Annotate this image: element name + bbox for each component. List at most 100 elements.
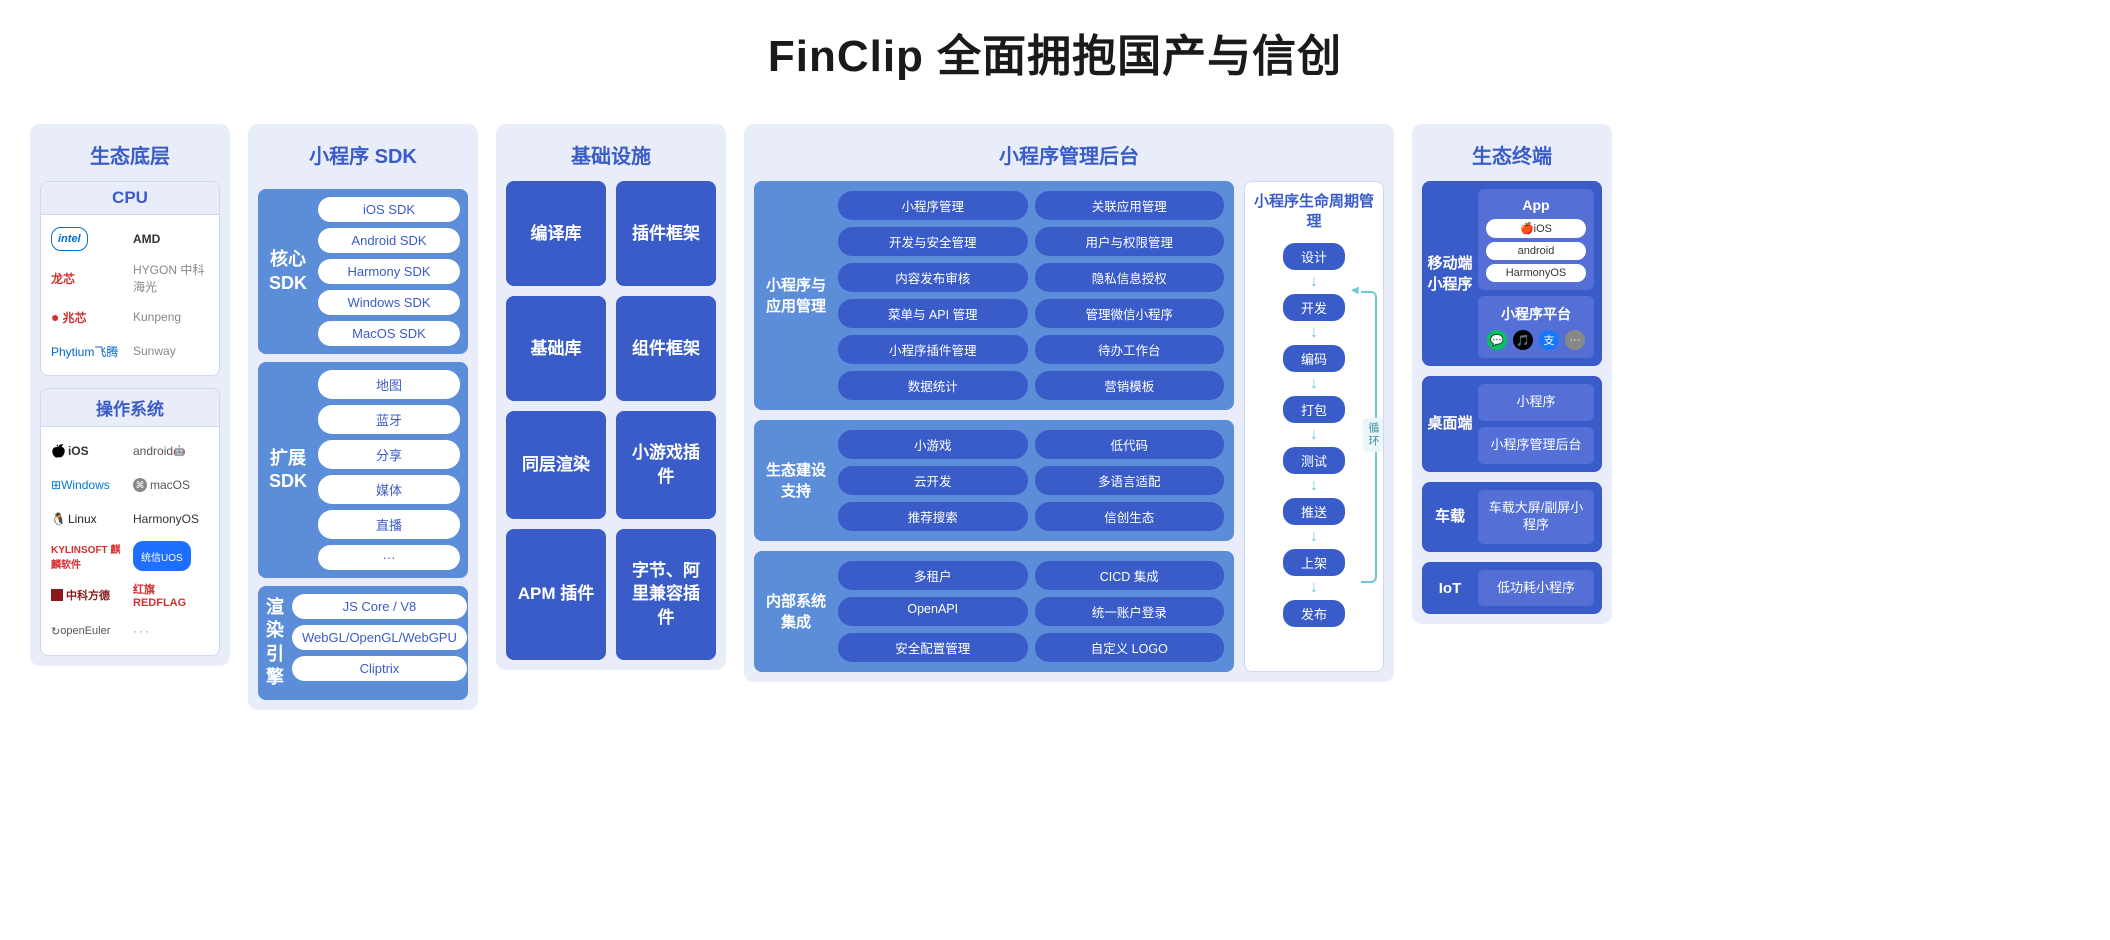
sdk-core-item-3: Windows SDK bbox=[318, 290, 460, 315]
mgmt-app-item-10: 数据统计 bbox=[838, 371, 1028, 400]
term-desktop-label: 桌面端 bbox=[1422, 376, 1478, 472]
mgmt-sys-block: 内部系统集成 多租户CICD 集成OpenAPI统一账户登录安全配置管理自定义 … bbox=[754, 551, 1234, 672]
logo-intel: intel bbox=[51, 227, 88, 251]
mgmt-app-item-9: 待办工作台 bbox=[1035, 335, 1225, 364]
sdk-core-item-4: MacOS SDK bbox=[318, 321, 460, 346]
diagram-columns: 生态底层 CPU intel AMD 龙芯 HYGON 中科海光 兆芯 Kunp… bbox=[30, 124, 2080, 710]
os-pill-ios: 🍎iOS bbox=[1486, 219, 1586, 238]
mgmt-sys-label: 内部系统集成 bbox=[764, 561, 828, 662]
col-mgmt: 小程序管理后台 小程序与应用管理 小程序管理关联应用管理开发与安全管理用户与权限… bbox=[744, 124, 1394, 682]
mgmt-sys-item-1: CICD 集成 bbox=[1035, 561, 1225, 590]
mgmt-sys-item-5: 自定义 LOGO bbox=[1035, 633, 1225, 662]
sdk-render-label: 渲染引擎 bbox=[258, 586, 292, 700]
sdk-render-item-2: Cliptrix bbox=[292, 656, 467, 681]
alipay-icon: 支 bbox=[1539, 330, 1559, 350]
sdk-ext-item-1: 蓝牙 bbox=[318, 405, 460, 434]
os-pill-harmony: HarmonyOS bbox=[1486, 264, 1586, 282]
infra-box-1: 插件框架 bbox=[616, 181, 716, 286]
term-desktop-block: 桌面端 小程序小程序管理后台 bbox=[1422, 376, 1602, 472]
infra-box-5: 小游戏插件 bbox=[616, 411, 716, 519]
term-car-item-0: 车载大屏/副屏小程序 bbox=[1478, 490, 1594, 544]
mgmt-sys-item-0: 多租户 bbox=[838, 561, 1028, 590]
term-mobile-label: 移动端小程序 bbox=[1422, 181, 1478, 366]
logo-windows: Windows bbox=[51, 473, 127, 497]
logo-sunway: Sunway bbox=[133, 339, 209, 363]
tiktok-icon: 🎵 bbox=[1513, 330, 1533, 350]
logo-more: ··· bbox=[133, 619, 209, 643]
mgmt-eco-item-5: 信创生态 bbox=[1035, 502, 1225, 531]
logo-ios: iOS bbox=[51, 439, 127, 463]
infra-box-3: 组件框架 bbox=[616, 296, 716, 401]
sdk-render-item-1: WebGL/OpenGL/WebGPU bbox=[292, 625, 467, 650]
lifecycle-panel: 小程序生命周期管理 循环 设计↓开发↓编码↓打包↓测试↓推送↓上架↓发布 bbox=[1244, 181, 1384, 672]
sdk-ext-item-2: 分享 bbox=[318, 440, 460, 469]
mgmt-app-item-8: 小程序插件管理 bbox=[838, 335, 1028, 364]
lifecycle-arrow-0: ↓ bbox=[1310, 274, 1318, 290]
logo-harmonyos: HarmonyOS bbox=[133, 507, 209, 531]
infra-box-4: 同层渲染 bbox=[506, 411, 606, 519]
sdk-ext-item-5: ··· bbox=[318, 545, 460, 570]
col-sdk: 小程序 SDK 核心 SDK iOS SDKAndroid SDKHarmony… bbox=[248, 124, 478, 710]
wechat-icon: 💬 bbox=[1487, 330, 1507, 350]
lifecycle-arrow-4: ↓ bbox=[1310, 478, 1318, 494]
term-iot-label: IoT bbox=[1422, 562, 1478, 615]
col2-header: 小程序 SDK bbox=[258, 134, 468, 181]
mgmt-app-item-6: 菜单与 API 管理 bbox=[838, 299, 1028, 328]
logo-android: android bbox=[133, 439, 209, 463]
col-terminal: 生态终端 移动端小程序 App 🍎iOS android HarmonyOS 小… bbox=[1412, 124, 1612, 624]
lifecycle-step-4: 测试 bbox=[1283, 447, 1345, 474]
mgmt-sys-item-4: 安全配置管理 bbox=[838, 633, 1028, 662]
os-card: 操作系统 iOS android Windows macOS Linux Har… bbox=[40, 388, 220, 656]
term-app-title: App bbox=[1486, 197, 1586, 213]
lifecycle-step-6: 上架 bbox=[1283, 549, 1345, 576]
page-title: FinClip 全面拥抱国产与信创 bbox=[30, 20, 2080, 84]
sdk-ext-block: 扩展 SDK 地图蓝牙分享媒体直播··· bbox=[258, 362, 468, 578]
mgmt-eco-item-1: 低代码 bbox=[1035, 430, 1225, 459]
term-car-block: 车载 车载大屏/副屏小程序 bbox=[1422, 482, 1602, 552]
logo-zhaoxin: 兆芯 bbox=[51, 305, 127, 329]
lifecycle-step-7: 发布 bbox=[1283, 600, 1345, 627]
lifecycle-arrow-1: ↓ bbox=[1310, 325, 1318, 341]
infra-box-2: 基础库 bbox=[506, 296, 606, 401]
mgmt-app-item-5: 隐私信息授权 bbox=[1035, 263, 1225, 292]
term-iot-block: IoT 低功耗小程序 bbox=[1422, 562, 1602, 615]
infra-box-0: 编译库 bbox=[506, 181, 606, 286]
logo-loongson: 龙芯 bbox=[51, 261, 127, 295]
logo-uos: 统信UOS bbox=[133, 541, 191, 571]
sdk-core-block: 核心 SDK iOS SDKAndroid SDKHarmony SDKWind… bbox=[258, 189, 468, 354]
sdk-ext-label: 扩展 SDK bbox=[258, 362, 318, 578]
logo-redflag: 红旗 REDFLAG bbox=[133, 581, 209, 609]
mgmt-eco-item-2: 云开发 bbox=[838, 466, 1028, 495]
logo-kylin: KYLINSOFT 麒麟软件 bbox=[51, 541, 127, 571]
lifecycle-title: 小程序生命周期管理 bbox=[1253, 192, 1375, 231]
term-iot-item-0: 低功耗小程序 bbox=[1478, 570, 1594, 607]
cpu-title: CPU bbox=[41, 182, 219, 215]
col1-header: 生态底层 bbox=[40, 134, 220, 181]
mgmt-eco-block: 生态建设支持 小游戏低代码云开发多语言适配推荐搜索信创生态 bbox=[754, 420, 1234, 541]
cpu-card: CPU intel AMD 龙芯 HYGON 中科海光 兆芯 Kunpeng P… bbox=[40, 181, 220, 376]
sdk-core-item-1: Android SDK bbox=[318, 228, 460, 253]
os-pill-android: android bbox=[1486, 242, 1586, 260]
term-app-card: App 🍎iOS android HarmonyOS bbox=[1478, 189, 1594, 290]
logo-linux: Linux bbox=[51, 507, 127, 531]
lifecycle-step-3: 打包 bbox=[1283, 396, 1345, 423]
mgmt-app-item-11: 营销模板 bbox=[1035, 371, 1225, 400]
lifecycle-step-5: 推送 bbox=[1283, 498, 1345, 525]
mgmt-app-item-7: 管理微信小程序 bbox=[1035, 299, 1225, 328]
logo-hygon: HYGON 中科海光 bbox=[133, 261, 209, 295]
term-platform-card: 小程序平台 💬 🎵 支 ··· bbox=[1478, 296, 1594, 358]
col5-header: 生态终端 bbox=[1422, 134, 1602, 181]
mgmt-app-item-1: 关联应用管理 bbox=[1035, 191, 1225, 220]
mgmt-app-item-0: 小程序管理 bbox=[838, 191, 1028, 220]
mgmt-app-item-4: 内容发布审核 bbox=[838, 263, 1028, 292]
sdk-render-item-0: JS Core / V8 bbox=[292, 594, 467, 619]
logo-openeuler: openEuler bbox=[51, 619, 127, 643]
mgmt-sys-item-3: 统一账户登录 bbox=[1035, 597, 1225, 626]
mgmt-eco-label: 生态建设支持 bbox=[764, 430, 828, 531]
term-desktop-item-0: 小程序 bbox=[1478, 384, 1594, 421]
term-car-label: 车载 bbox=[1422, 482, 1478, 552]
col3-header: 基础设施 bbox=[506, 134, 716, 181]
col-ecosystem-base: 生态底层 CPU intel AMD 龙芯 HYGON 中科海光 兆芯 Kunp… bbox=[30, 124, 230, 666]
logo-amd: AMD bbox=[133, 227, 209, 251]
mgmt-app-item-2: 开发与安全管理 bbox=[838, 227, 1028, 256]
